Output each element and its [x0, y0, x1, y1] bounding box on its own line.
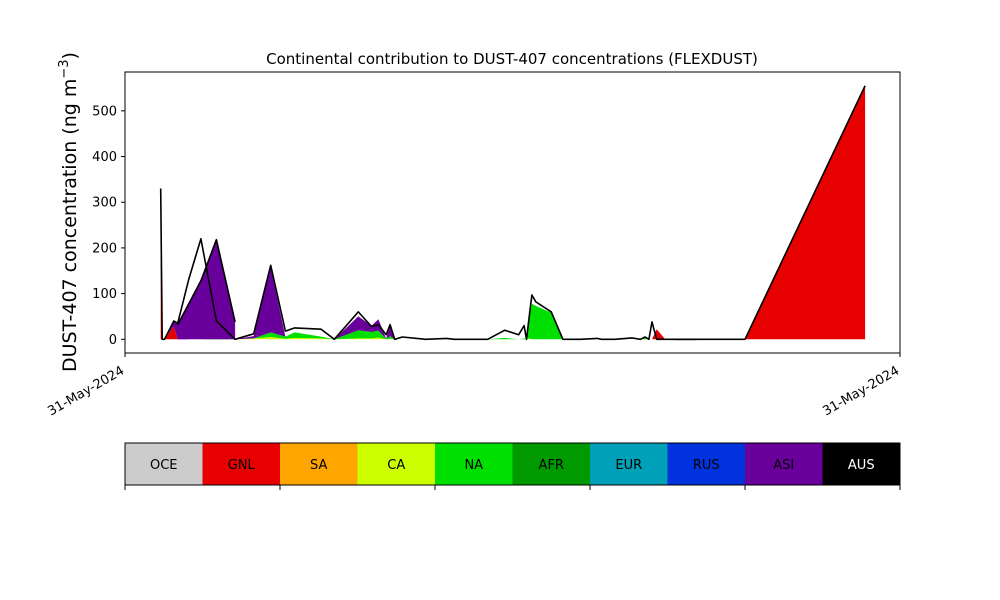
- chart-title: Continental contribution to DUST-407 con…: [266, 50, 758, 68]
- y-tick-label-0: 0: [109, 333, 117, 348]
- legend-label-afr: AFR: [539, 458, 564, 473]
- total-line-gnl-final: [675, 85, 866, 341]
- series-area-na: [160, 266, 697, 340]
- legend-label-sa: SA: [310, 458, 327, 473]
- legend-label-na: NA: [464, 458, 483, 473]
- segment-area-asi-hump: [177, 239, 236, 340]
- y-tick-label-200: 200: [92, 241, 117, 256]
- legend-swatch-ca: [357, 443, 435, 485]
- legend-label-aus: AUS: [848, 458, 875, 473]
- legend-label-rus: RUS: [693, 458, 720, 473]
- legend-label-gnl: GNL: [228, 458, 256, 473]
- y-tick-label-100: 100: [92, 287, 117, 302]
- segment-area-gnl-final: [675, 85, 866, 340]
- total-line-asi-hump: [176, 238, 236, 326]
- x-tick-label-0: 31-May-2024: [45, 363, 127, 419]
- series-area-rus: [160, 243, 697, 340]
- plot-lines: [159, 85, 866, 341]
- y-tick-label-500: 500: [92, 104, 117, 119]
- legend-colorbar: OCE GNL SA CA NA AFR EUR RUS ASI AUS: [124, 442, 901, 490]
- legend-swatch-gnl: [202, 443, 280, 485]
- legend-swatch-afr: [512, 443, 590, 485]
- legend-label-asi: ASI: [773, 458, 794, 473]
- y-axis-label: DUST-407 concentration (ng m−3): [57, 52, 81, 372]
- x-axis: 31-May-2024 31-May-2024: [45, 353, 902, 419]
- legend-label-eur: EUR: [615, 458, 642, 473]
- legend-swatch-eur: [590, 443, 668, 485]
- legend-swatch-rus: [667, 443, 745, 485]
- legend-swatch-asi: [745, 443, 823, 485]
- y-tick-label-300: 300: [92, 196, 117, 211]
- x-tick-label-1: 31-May-2024: [820, 363, 902, 419]
- series-area-asi: [160, 243, 697, 340]
- legend-swatch-sa: [280, 443, 358, 485]
- y-axis: 0 100 200 300 400 500: [92, 104, 125, 348]
- legend-frame: [124, 442, 901, 486]
- y-axis-label-superscript: −3: [57, 59, 72, 78]
- legend-swatch-na: [435, 443, 513, 485]
- y-axis-label-main: DUST-407 concentration (ng m: [59, 79, 81, 372]
- series-area-ca: [160, 266, 697, 340]
- plot-areas: [160, 85, 866, 340]
- legend-swatch-oce: [125, 443, 203, 485]
- y-axis-label-tail: ): [59, 52, 81, 59]
- series-area-gnl: [160, 266, 697, 340]
- legend-label-ca: CA: [387, 458, 405, 473]
- legend-swatch-aus: [822, 443, 900, 485]
- plot-frame: [124, 71, 901, 354]
- legend-label-oce: OCE: [150, 458, 178, 473]
- y-tick-label-400: 400: [92, 150, 117, 165]
- total-line: [159, 188, 697, 341]
